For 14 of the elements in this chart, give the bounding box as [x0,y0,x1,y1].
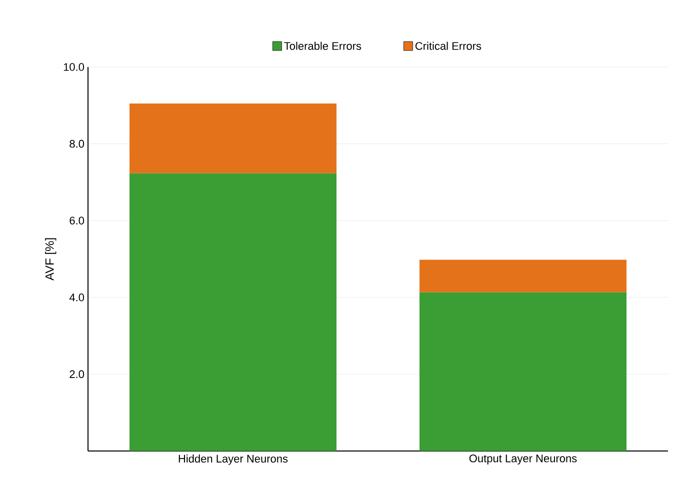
bar [130,173,337,451]
bar [130,103,337,174]
bar [420,292,627,451]
legend-label: Critical Errors [415,42,482,50]
y-tick-label: 8.0 [70,140,84,148]
y-tick-label: 4.0 [69,294,84,302]
y-axis-title: AVF [%] [45,238,56,281]
y-tick-label: 2.0 [70,370,84,378]
y-tick-label: 6.0 [70,216,84,224]
bar [420,260,627,292]
x-tick-label: Output Layer Neurons [469,454,577,464]
y-tick-label: 10.0 [64,63,84,71]
legend-label: Tolerable Errors [284,42,362,50]
x-tick-label: Hidden Layer Neurons [178,454,288,465]
